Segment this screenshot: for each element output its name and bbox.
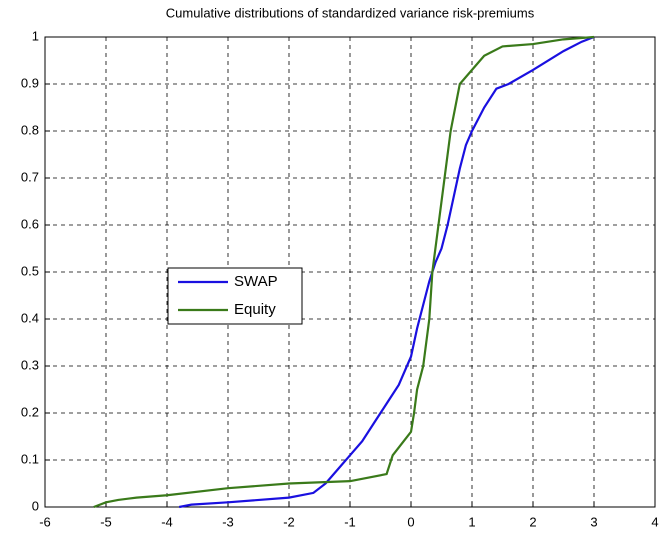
x-tick-label: 2: [529, 514, 536, 529]
y-tick-label: 0.4: [21, 310, 39, 325]
y-tick-label: 0.7: [21, 169, 39, 184]
y-tick-label: 0: [32, 498, 39, 513]
y-tick-label: 1: [32, 28, 39, 43]
x-tick-label: -2: [283, 514, 295, 529]
x-tick-label: 0: [407, 514, 414, 529]
chart-title: Cumulative distributions of standardized…: [166, 5, 535, 20]
y-tick-label: 0.9: [21, 75, 39, 90]
x-tick-label: -4: [161, 514, 173, 529]
plot-frame: [44, 36, 656, 508]
y-tick-label: 0.6: [21, 216, 39, 231]
x-tick-label: -6: [39, 514, 51, 529]
legend-box: [167, 267, 303, 325]
x-tick-label: -1: [344, 514, 356, 529]
x-tick-label: -3: [222, 514, 234, 529]
series-line: [93, 35, 595, 509]
y-tick-label: 0.2: [21, 404, 39, 419]
x-tick-label: 3: [590, 514, 597, 529]
y-tick-label: 0.3: [21, 357, 39, 372]
legend-label: Equity: [234, 301, 276, 318]
x-tick-label: 1: [468, 514, 475, 529]
y-tick-label: 0.5: [21, 263, 39, 278]
y-tick-label: 0.8: [21, 122, 39, 137]
x-tick-label: 4: [651, 514, 658, 529]
x-tick-label: -5: [100, 514, 112, 529]
series-line: [178, 35, 595, 509]
legend-label: SWAP: [234, 273, 278, 290]
y-tick-label: 0.1: [21, 451, 39, 466]
